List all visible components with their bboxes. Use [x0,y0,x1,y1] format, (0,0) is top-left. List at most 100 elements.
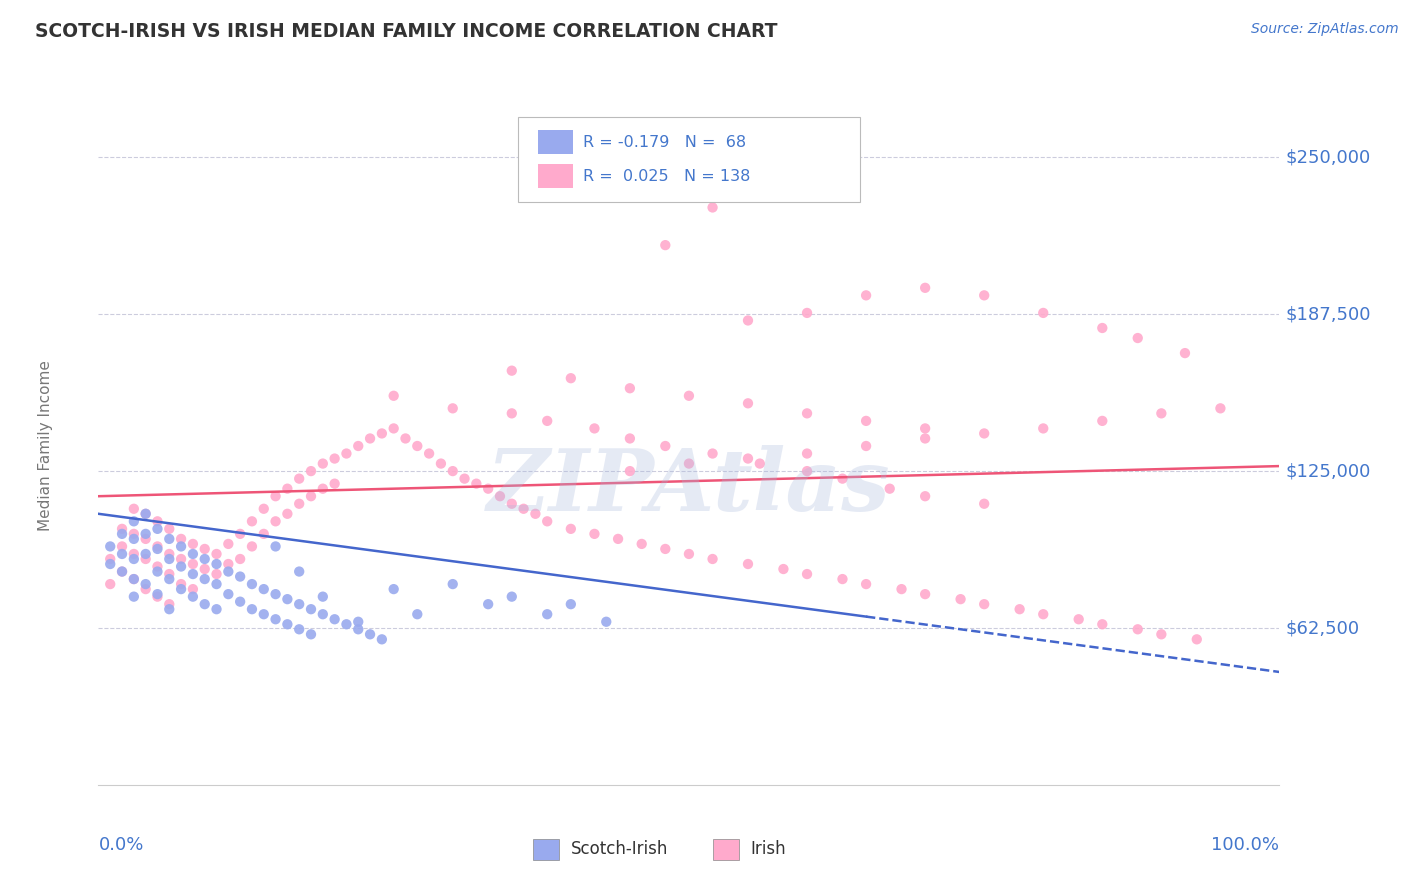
Point [406,607,429,622]
Point [157,552,180,566]
Point [973,288,995,302]
Point [1091,617,1114,632]
Bar [713,839,738,860]
Point [170,540,193,554]
Point [737,451,759,466]
Point [536,514,558,528]
Point [382,389,405,403]
Point [122,501,145,516]
Point [194,552,217,566]
Point [347,615,370,629]
Point [253,501,276,516]
Point [122,572,145,586]
Text: $187,500: $187,500 [1285,305,1371,323]
Point [170,552,193,566]
Point [619,381,641,395]
Point [217,565,239,579]
Point [205,547,228,561]
Point [98,540,121,554]
Point [323,612,346,626]
Point [465,476,488,491]
Point [122,527,145,541]
Point [264,540,287,554]
Point [170,577,193,591]
Point [135,582,157,596]
Point [288,565,311,579]
Text: $250,000: $250,000 [1285,148,1371,166]
Point [1209,401,1232,416]
Point [406,439,429,453]
Point [157,522,180,536]
Text: 0.0%: 0.0% [98,836,143,854]
Point [217,587,239,601]
Point [135,507,157,521]
Bar [533,839,560,860]
Point [122,590,145,604]
Point [170,559,193,574]
Point [181,557,204,571]
Text: $125,000: $125,000 [1285,462,1371,480]
Point [312,607,335,622]
Point [702,446,724,460]
Point [253,527,276,541]
Point [737,396,759,410]
Point [194,572,217,586]
Point [583,527,606,541]
Point [217,557,239,571]
Text: R =  0.025   N = 138: R = 0.025 N = 138 [582,169,749,184]
Point [288,472,311,486]
Point [288,622,311,636]
Point [194,562,217,576]
Point [973,497,995,511]
Point [335,617,357,632]
Point [240,540,263,554]
Point [264,489,287,503]
Point [359,432,381,446]
Point [737,313,759,327]
Point [654,238,676,252]
Point [240,602,263,616]
Point [501,364,523,378]
Point [831,572,853,586]
Point [371,426,394,441]
Text: $62,500: $62,500 [1285,619,1360,637]
Point [702,552,724,566]
Point [560,597,582,611]
Point [264,612,287,626]
Point [914,421,936,435]
Point [702,201,724,215]
Point [170,582,193,596]
Point [240,514,263,528]
Text: Median Family Income: Median Family Income [38,360,53,532]
Text: Irish: Irish [751,840,786,858]
Point [111,547,134,561]
Point [135,527,157,541]
Point [973,597,995,611]
Point [1091,414,1114,428]
Point [181,547,204,561]
Point [181,590,204,604]
Point [229,569,252,583]
Point [890,582,912,596]
Point [253,607,276,622]
Point [146,541,169,556]
Point [879,482,901,496]
Point [914,432,936,446]
Point [323,476,346,491]
Point [949,592,972,607]
Point [299,627,322,641]
Point [914,587,936,601]
Point [512,501,534,516]
Point [678,547,700,561]
Point [157,532,180,546]
Text: ZIPAtlas: ZIPAtlas [486,445,891,528]
Point [359,627,381,641]
Point [146,522,169,536]
Point [122,532,145,546]
Point [111,565,134,579]
Point [205,567,228,582]
Point [135,577,157,591]
Point [1150,627,1173,641]
Point [312,590,335,604]
Point [453,472,475,486]
